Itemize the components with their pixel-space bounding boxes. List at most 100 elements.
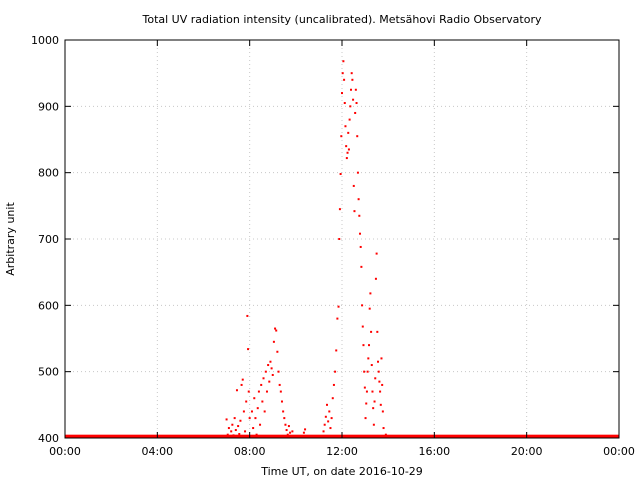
data-point xyxy=(356,135,359,138)
data-point xyxy=(282,410,285,413)
data-point xyxy=(289,431,292,434)
data-point xyxy=(374,377,377,380)
data-point xyxy=(382,427,385,430)
data-point xyxy=(255,433,258,436)
data-point xyxy=(379,403,382,406)
data-point xyxy=(225,418,228,421)
data-point xyxy=(285,429,288,432)
data-point xyxy=(347,131,350,134)
data-point xyxy=(264,370,267,373)
data-point xyxy=(308,435,311,438)
data-point xyxy=(350,88,353,91)
data-point xyxy=(377,370,380,373)
data-point xyxy=(352,98,355,101)
data-point xyxy=(270,367,273,370)
data-point xyxy=(230,430,233,433)
data-point xyxy=(368,344,371,347)
data-point xyxy=(345,157,348,160)
data-point xyxy=(304,428,307,431)
data-point xyxy=(364,417,367,420)
data-point xyxy=(322,430,325,433)
data-point xyxy=(372,423,375,426)
data-point xyxy=(229,435,232,438)
data-point xyxy=(254,417,257,420)
data-point xyxy=(274,327,277,330)
data-point xyxy=(337,305,340,308)
data-point xyxy=(267,364,270,367)
data-point xyxy=(336,317,339,320)
data-point xyxy=(317,435,320,438)
data-point xyxy=(352,184,355,187)
data-point xyxy=(362,344,365,347)
x-tick-label: 12:00 xyxy=(326,445,358,458)
data-point xyxy=(233,417,236,420)
data-point xyxy=(387,435,390,438)
data-point xyxy=(241,378,244,381)
data-point xyxy=(341,92,343,95)
data-point xyxy=(361,304,364,307)
data-point xyxy=(325,403,328,406)
data-point xyxy=(343,78,346,81)
data-point xyxy=(351,78,354,81)
data-point xyxy=(334,370,337,373)
data-point xyxy=(245,400,248,403)
data-point xyxy=(327,420,330,423)
data-point xyxy=(261,400,264,403)
y-tick-label: 800 xyxy=(38,167,59,180)
data-point xyxy=(360,265,363,268)
data-point xyxy=(253,397,256,400)
data-point xyxy=(381,410,384,413)
data-point xyxy=(306,435,309,438)
y-tick-label: 600 xyxy=(38,299,59,312)
data-point xyxy=(375,252,378,255)
data-point xyxy=(287,425,290,428)
data-point xyxy=(344,125,347,128)
data-point xyxy=(291,430,294,433)
data-point xyxy=(330,417,333,420)
data-point xyxy=(252,427,255,430)
data-point xyxy=(373,400,376,403)
data-point xyxy=(323,423,326,426)
data-point xyxy=(380,357,383,360)
data-point xyxy=(227,427,230,430)
data-point xyxy=(272,340,275,343)
data-point xyxy=(341,72,344,75)
data-point xyxy=(370,330,373,333)
data-point xyxy=(302,431,305,434)
data-point xyxy=(278,383,281,386)
y-tick-label: 500 xyxy=(38,366,59,379)
data-point xyxy=(280,400,283,403)
data-point xyxy=(237,425,240,428)
data-point xyxy=(384,433,387,436)
axis-ticks: 00:00 04:00 08:00 12:00 16:00 20:00 00:0040050… xyxy=(31,34,635,458)
data-point xyxy=(242,410,245,413)
data-point xyxy=(301,435,304,438)
data-point xyxy=(374,277,377,280)
data-point xyxy=(365,390,368,393)
data-point xyxy=(268,380,271,383)
data-point xyxy=(260,383,263,386)
grid-lines xyxy=(65,40,619,438)
data-point xyxy=(250,410,253,413)
data-point xyxy=(234,429,237,432)
data-point xyxy=(365,402,368,405)
data-point xyxy=(232,434,235,437)
y-tick-label: 400 xyxy=(38,432,59,445)
data-point xyxy=(356,171,359,174)
data-point xyxy=(279,390,282,393)
data-point xyxy=(376,330,379,333)
y-axis-label: Arbitrary unit xyxy=(4,202,17,276)
data-point xyxy=(299,435,302,438)
data-point xyxy=(240,383,243,386)
x-tick-label: 00:00 xyxy=(603,445,635,458)
data-point xyxy=(353,210,356,213)
y-tick-label: 700 xyxy=(38,233,59,246)
data-point xyxy=(329,427,332,430)
data-point xyxy=(369,292,372,295)
data-point xyxy=(368,307,371,310)
data-point xyxy=(235,389,238,392)
data-point xyxy=(292,435,295,438)
data-point xyxy=(372,407,375,410)
data-point xyxy=(249,435,252,438)
data-point xyxy=(335,349,338,352)
